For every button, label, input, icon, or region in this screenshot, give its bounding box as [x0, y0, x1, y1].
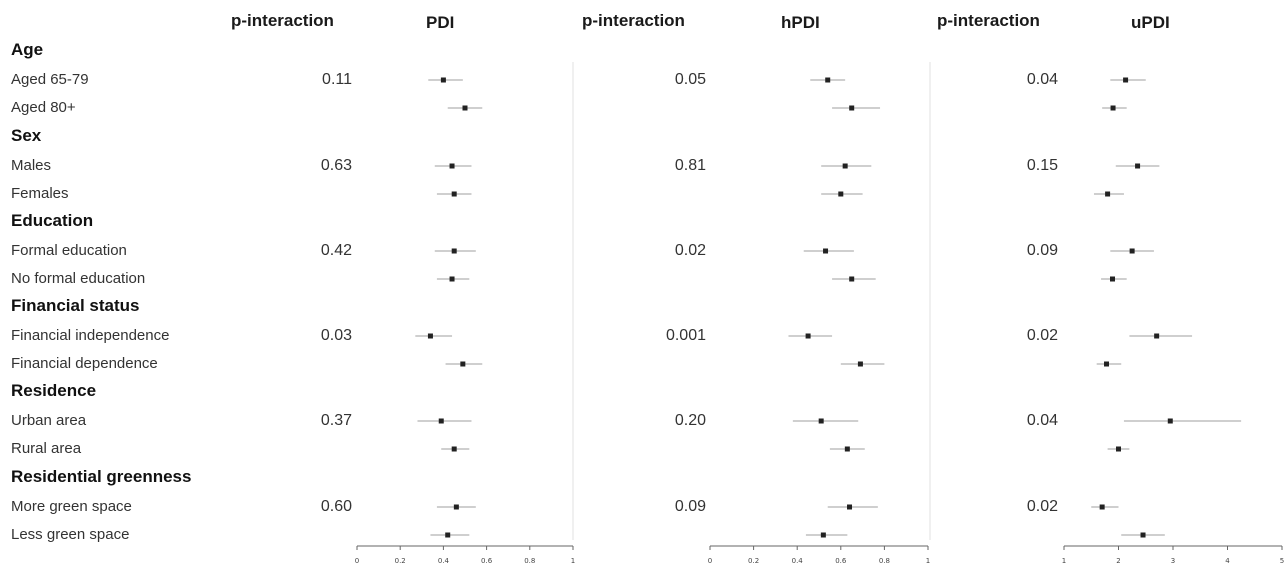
p-interaction-value: 0.09: [674, 498, 706, 515]
p-interaction-value: 0.001: [665, 327, 706, 344]
x-tick-label: 0.6: [835, 557, 847, 565]
point-estimate: [451, 191, 457, 197]
x-tick-label: 5: [1280, 557, 1284, 565]
x-tick-label: 0.6: [481, 557, 493, 565]
updi-header: uPDI: [1131, 13, 1170, 32]
point-estimate: [820, 532, 826, 538]
p-interaction-value: 0.20: [674, 412, 706, 429]
point-estimate: [857, 361, 863, 367]
point-estimate: [427, 333, 433, 339]
subgroup-label: No formal education: [11, 270, 146, 287]
hpdi-header: hPDI: [781, 13, 820, 32]
group-heading: Age: [11, 40, 44, 59]
subgroup-label: Aged 80+: [11, 99, 76, 116]
point-estimate: [451, 446, 457, 452]
p-interaction-value: 0.04: [1026, 412, 1058, 429]
x-tick-label: 0.2: [748, 557, 759, 565]
p-interaction-value: 0.63: [320, 157, 352, 174]
point-estimate: [462, 105, 468, 111]
subgroup-label: Males: [11, 157, 52, 174]
x-tick-label: 0.8: [879, 557, 890, 565]
group-heading: Education: [11, 211, 94, 230]
p-interaction-value: 0.04: [1026, 71, 1058, 88]
x-tick-label: 1: [1062, 557, 1066, 565]
p-interaction-value: 0.02: [1026, 498, 1058, 515]
point-estimate: [1123, 77, 1129, 83]
point-estimate: [1140, 532, 1146, 538]
subgroup-label: Financial dependence: [11, 355, 158, 372]
subgroup-label: Less green space: [11, 526, 130, 543]
subgroup-label: Aged 65-79: [11, 71, 89, 88]
point-estimate: [1135, 163, 1141, 169]
point-estimate: [849, 105, 855, 111]
x-tick-label: 4: [1225, 557, 1230, 565]
subgroup-label: Financial independence: [11, 327, 170, 344]
x-tick-label: 0.4: [438, 557, 450, 565]
subgroup-label: Formal education: [11, 242, 127, 259]
point-estimate: [460, 361, 466, 367]
p-interaction-value: 0.03: [320, 327, 352, 344]
p-interaction-value: 0.42: [320, 242, 352, 259]
point-estimate: [451, 248, 457, 254]
x-tick-label: 1: [571, 557, 575, 565]
x-tick-label: 0: [355, 557, 359, 565]
point-estimate: [1105, 191, 1111, 197]
point-estimate: [825, 77, 831, 83]
point-estimate: [1167, 418, 1173, 424]
point-estimate: [449, 163, 455, 169]
p-interaction-header-2: p-interaction: [582, 11, 685, 30]
point-estimate: [823, 248, 829, 254]
point-estimate: [1104, 361, 1110, 367]
p-interaction-value: 0.09: [1026, 242, 1058, 259]
p-interaction-header-3: p-interaction: [937, 11, 1040, 30]
point-estimate: [844, 446, 850, 452]
p-interaction-value: 0.02: [674, 242, 706, 259]
p-interaction-value: 0.02: [1026, 327, 1058, 344]
point-estimate: [1099, 504, 1105, 510]
subgroup-label: Rural area: [11, 440, 82, 457]
point-estimate: [453, 504, 459, 510]
group-heading: Financial status: [11, 296, 140, 315]
point-estimate: [838, 191, 844, 197]
x-tick-label: 0.8: [524, 557, 535, 565]
point-estimate: [849, 276, 855, 282]
subgroup-label: More green space: [11, 498, 132, 515]
point-estimate: [445, 532, 451, 538]
point-estimate: [449, 276, 455, 282]
point-estimate: [818, 418, 824, 424]
point-estimate: [847, 504, 853, 510]
p-interaction-value: 0.81: [674, 157, 706, 174]
p-interaction-value: 0.15: [1026, 157, 1058, 174]
point-estimate: [1116, 446, 1121, 452]
x-tick-label: 1: [926, 557, 930, 565]
p-interaction-value: 0.11: [322, 71, 352, 88]
pdi-header: PDI: [426, 13, 455, 32]
p-interaction-header-1: p-interaction: [231, 11, 334, 30]
p-interaction-value: 0.05: [674, 71, 706, 88]
x-tick-label: 0: [708, 557, 712, 565]
group-heading: Sex: [11, 126, 42, 145]
p-interaction-value: 0.37: [320, 412, 352, 429]
group-heading: Residential greenness: [11, 467, 192, 486]
point-estimate: [440, 77, 446, 83]
point-estimate: [1154, 333, 1160, 339]
x-tick-label: 0.2: [395, 557, 406, 565]
x-tick-label: 0.4: [792, 557, 804, 565]
x-tick-label: 3: [1171, 557, 1175, 565]
subgroup-label: Females: [11, 185, 69, 202]
point-estimate: [1129, 248, 1135, 254]
point-estimate: [805, 333, 811, 339]
subgroup-label: Urban area: [11, 412, 87, 429]
group-heading: Residence: [11, 381, 97, 400]
x-tick-label: 2: [1116, 557, 1120, 565]
point-estimate: [842, 163, 848, 169]
point-estimate: [438, 418, 444, 424]
point-estimate: [1110, 105, 1116, 111]
p-interaction-value: 0.60: [320, 498, 352, 515]
point-estimate: [1110, 276, 1116, 282]
